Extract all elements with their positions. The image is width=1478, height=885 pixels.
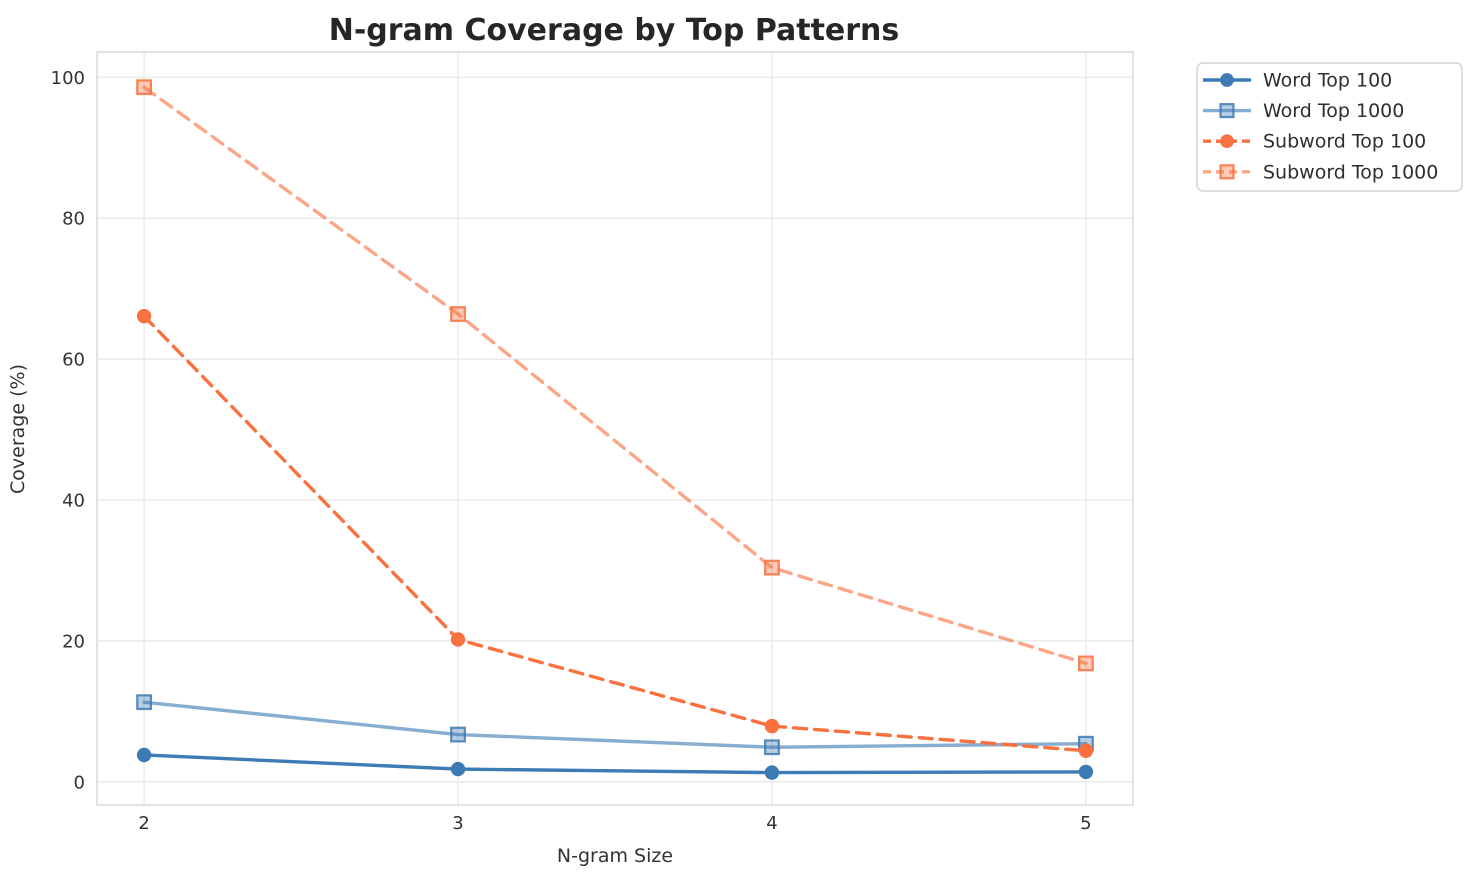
y-tick-label-0: 0 [74, 772, 85, 793]
legend: Word Top 100 Word Top 1000 Subword Top 100… [1196, 62, 1463, 192]
marker-word-top-1000-x4 [764, 739, 780, 756]
legend-marker-subword-top-1000 [1219, 164, 1235, 180]
marker-word-top-100-x3 [450, 761, 466, 777]
marker-subword-top-1000-x2 [136, 79, 152, 96]
legend-marker-word-top-1000 [1219, 103, 1235, 119]
legend-marker-word-top-100 [1220, 73, 1234, 87]
marker-subword-top-100-x3 [450, 632, 466, 647]
legend-label-word-top-1000: Word Top 1000 [1263, 100, 1404, 122]
marker-subword-top-1000-x3 [450, 306, 466, 322]
marker-word-top-100-x2 [136, 747, 152, 763]
legend-label-subword-top-100: Subword Top 100 [1263, 131, 1426, 153]
marker-subword-top-1000-x5 [1078, 655, 1094, 672]
y-tick-label-60: 60 [62, 350, 85, 371]
x-tick-label-3: 3 [452, 813, 463, 834]
marker-subword-top-100-x5 [1078, 743, 1094, 758]
x-tick-label-5: 5 [1080, 813, 1091, 834]
marker-word-top-100-x4 [764, 765, 780, 780]
series-word-top-1000 [136, 694, 1094, 756]
series-line-word-top-100 [142, 753, 1088, 775]
series-subword-top-100 [136, 308, 1094, 758]
series-line-subword-top-100 [142, 314, 1088, 753]
x-tick-label-2: 2 [138, 813, 149, 834]
y-tick-label-20: 20 [62, 631, 85, 652]
legend-item-word-top-1000: Word Top 1000 [1203, 100, 1404, 122]
marker-word-top-100-x5 [1078, 764, 1094, 780]
legend-label-subword-top-1000: Subword Top 1000 [1263, 161, 1438, 183]
legend-item-subword-top-1000: Subword Top 1000 [1203, 161, 1438, 183]
y-tick-label-100: 100 [51, 68, 85, 89]
plot-border [96, 51, 1134, 806]
marker-subword-top-1000-x4 [764, 559, 780, 576]
y-tick-label-40: 40 [62, 490, 85, 511]
legend-box [1196, 62, 1463, 192]
marker-word-top-1000-x2 [136, 694, 152, 711]
legend-label-word-top-100: Word Top 100 [1263, 70, 1392, 92]
y-axis-label: Coverage (%) [7, 364, 29, 494]
marker-subword-top-100-x4 [764, 718, 780, 734]
chart-title: N-gram Coverage by Top Patterns [329, 13, 900, 48]
legend-item-subword-top-100: Subword Top 100 [1203, 131, 1426, 153]
series-subword-top-1000 [136, 79, 1094, 672]
series-line-subword-top-1000 [142, 85, 1088, 666]
marker-word-top-1000-x3 [450, 726, 466, 743]
series-line-word-top-1000 [142, 700, 1088, 749]
x-axis-label: N-gram Size [557, 845, 673, 867]
y-tick-label-80: 80 [62, 209, 85, 230]
marker-subword-top-100-x2 [136, 308, 152, 324]
legend-item-word-top-100: Word Top 100 [1203, 70, 1392, 92]
plot-area: 2 3 4 5 0 20 40 60 80 100 [51, 51, 1134, 834]
x-tick-label-4: 4 [766, 813, 777, 834]
series-word-top-100 [136, 747, 1094, 780]
legend-marker-subword-top-100 [1220, 134, 1234, 149]
